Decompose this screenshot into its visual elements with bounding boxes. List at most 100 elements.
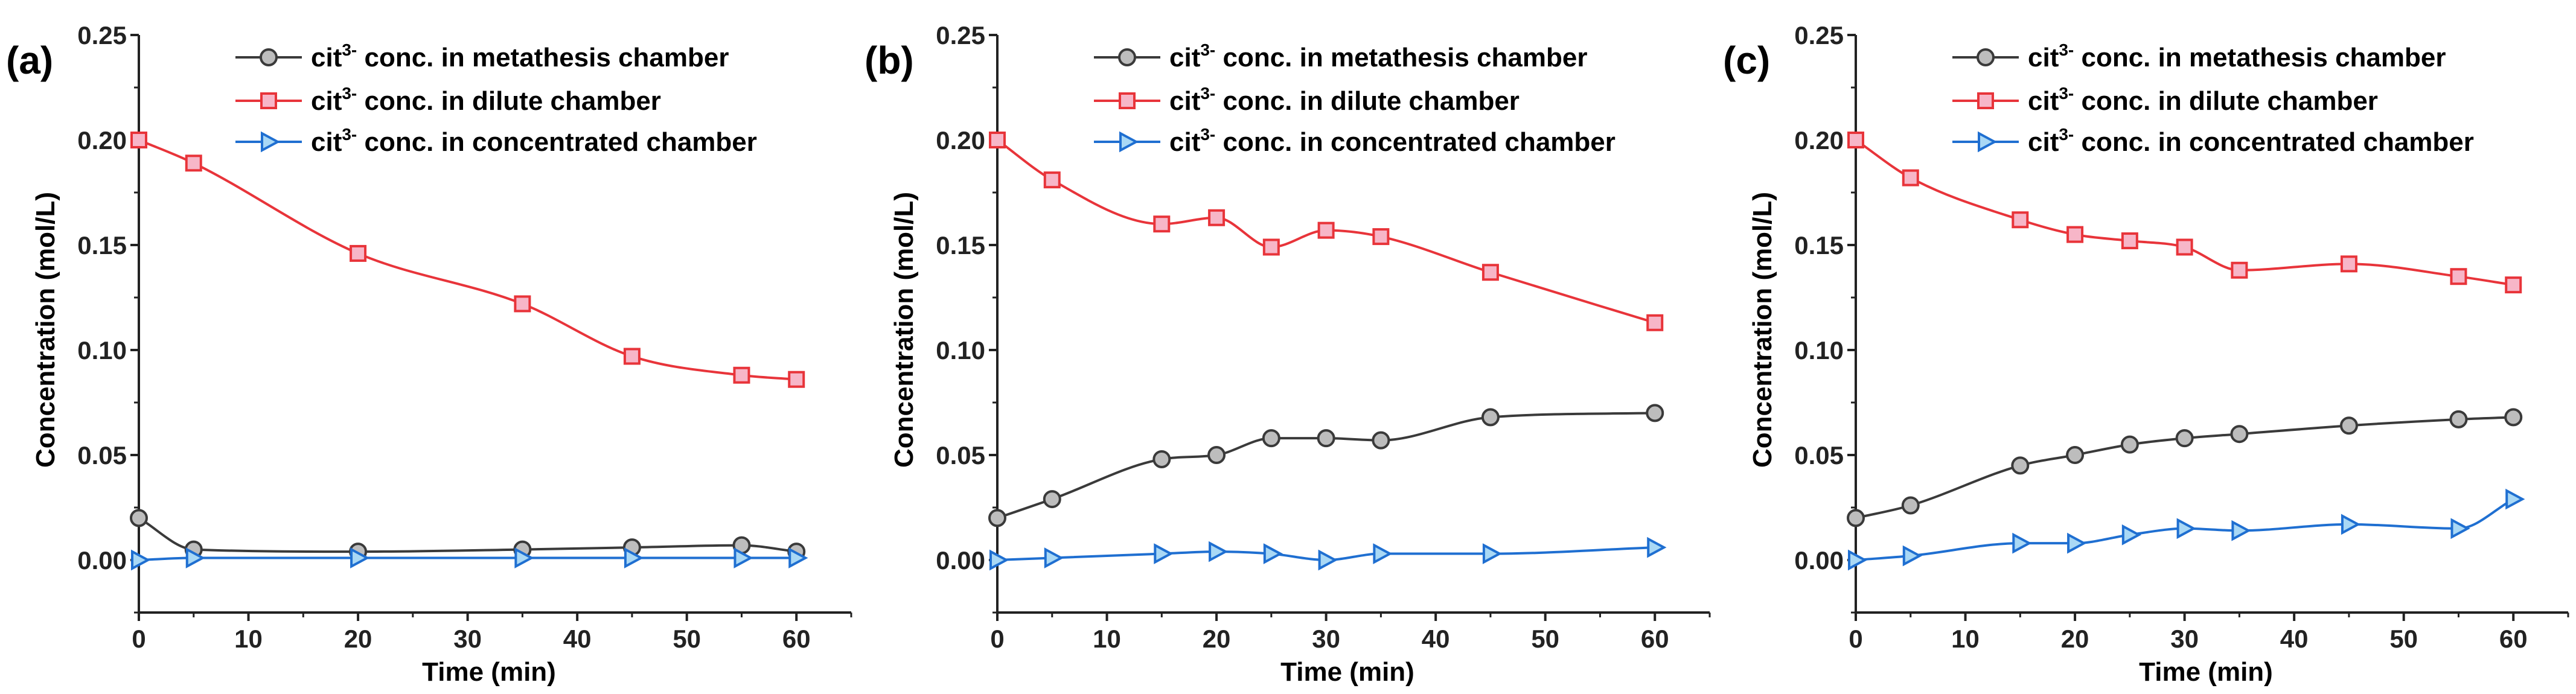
series-1	[130, 509, 806, 561]
data-point	[2450, 268, 2467, 285]
data-point	[624, 547, 644, 568]
data-point	[989, 132, 1006, 148]
y-tick-label: 0.10	[936, 336, 985, 365]
y-tick-label: 0.10	[77, 336, 127, 365]
data-point	[2449, 410, 2468, 428]
data-point	[788, 547, 808, 568]
panel-label: (c)	[1723, 39, 1770, 82]
y-axis-title: Concentration (mol/L)	[889, 192, 919, 468]
y-tick-label: 0.20	[77, 126, 127, 154]
x-tick-label: 30	[453, 625, 482, 653]
data-point	[1153, 215, 1171, 233]
legend: cit3- conc. in metathesis chamber cit3- c…	[235, 40, 757, 157]
y-tick-label: 0.05	[1794, 441, 1844, 470]
data-point	[2066, 446, 2085, 464]
legend-item: cit3- conc. in dilute chamber	[1094, 84, 1520, 116]
y-tick-label: 0.20	[936, 126, 985, 154]
data-point	[2121, 524, 2142, 546]
legend-label: cit3- conc. in concentrated chamber	[2028, 125, 2474, 157]
data-point	[2012, 211, 2029, 229]
data-point	[1646, 314, 1664, 331]
chart-a: 0.00 0.05 0.10 0.15 0.20 0.25 0 10 20 30 40 50 60 Tim…	[6, 21, 852, 687]
data-point	[130, 509, 148, 527]
y-tick-label: 0.25	[1794, 21, 1844, 49]
legend: cit3- conc. in metathesis chamber cit3- c…	[1952, 40, 2474, 157]
x-axis-title: Time (min)	[2139, 657, 2273, 687]
legend-item: cit3- conc. in dilute chamber	[1952, 84, 2378, 116]
legend-label: cit3- conc. in concentrated chamber	[311, 125, 757, 157]
data-point	[1372, 228, 1390, 246]
data-point	[1208, 209, 1226, 226]
series-line	[138, 556, 797, 561]
data-point	[733, 547, 753, 568]
data-point	[1044, 547, 1064, 568]
data-point	[2339, 416, 2358, 435]
data-point	[1317, 221, 1335, 239]
series-line	[1855, 498, 2514, 561]
data-point	[1901, 496, 1920, 515]
data-point	[1318, 549, 1338, 571]
data-point	[1647, 536, 1667, 558]
data-point	[2341, 514, 2361, 535]
x-tick-label: 40	[1422, 625, 1450, 653]
legend-marker	[1118, 48, 1136, 66]
data-point	[2175, 429, 2194, 448]
y-tick-label: 0.10	[1794, 336, 1844, 365]
x-axis-title: Time (min)	[1280, 657, 1414, 687]
legend-marker	[1119, 92, 1136, 109]
series-line	[138, 139, 797, 381]
x-tick-label: 0	[990, 625, 1004, 653]
data-point	[1847, 132, 1864, 148]
series-1	[1847, 408, 2523, 527]
data-point	[1373, 543, 1393, 564]
series-line	[138, 517, 797, 553]
data-point	[1317, 429, 1335, 448]
legend-marker	[1978, 131, 1998, 153]
series-line	[1855, 139, 2514, 287]
data-point	[2450, 518, 2470, 540]
data-point	[788, 371, 805, 388]
x-tick-label: 30	[1312, 625, 1340, 653]
legend-label: cit3- conc. in dilute chamber	[2028, 84, 2378, 116]
y-tick-label: 0.05	[936, 441, 985, 470]
x-tick-label: 0	[132, 625, 145, 653]
data-point	[1902, 545, 1922, 567]
y-tick-label: 0.00	[936, 546, 985, 575]
data-point	[2505, 276, 2522, 294]
legend-label: cit3- conc. in metathesis chamber	[311, 40, 729, 72]
data-point	[514, 547, 534, 568]
x-tick-label: 30	[2170, 625, 2199, 653]
data-point	[1262, 429, 1280, 448]
data-point	[2340, 255, 2357, 273]
data-point	[131, 549, 151, 571]
legend-item: cit3- conc. in metathesis chamber	[1952, 40, 2446, 72]
legend-item: cit3- conc. in concentrated chamber	[1952, 125, 2474, 157]
data-point	[2231, 520, 2251, 541]
legend-label: cit3- conc. in dilute chamber	[1169, 84, 1520, 116]
data-point	[2012, 532, 2032, 554]
x-tick-label: 20	[344, 625, 372, 653]
legend: cit3- conc. in metathesis chamber cit3- c…	[1094, 40, 1616, 157]
x-axis-title: Time (min)	[422, 657, 556, 687]
data-point	[1482, 543, 1503, 564]
series-line	[1855, 416, 2514, 520]
legend-item: cit3- conc. in metathesis chamber	[235, 40, 729, 72]
series-2	[130, 132, 805, 388]
series-line	[997, 412, 1655, 520]
x-tick-label: 50	[2389, 625, 2418, 653]
panel-b: 0.00 0.05 0.10 0.15 0.20 0.25 0 10 20 30 40 50 60 Tim…	[858, 0, 1717, 694]
legend-marker	[1977, 92, 1994, 109]
x-tick-label: 50	[673, 625, 701, 653]
x-tick-label: 20	[1203, 625, 1231, 653]
data-point	[988, 509, 1006, 527]
data-point	[1902, 169, 1919, 186]
x-tick-label: 40	[2280, 625, 2309, 653]
data-point	[1263, 543, 1283, 564]
data-point	[1847, 509, 1865, 527]
x-tick-label: 10	[1951, 625, 1980, 653]
legend-marker	[261, 131, 281, 153]
x-tick-label: 60	[1641, 625, 1669, 653]
legend-label: cit3- conc. in concentrated chamber	[1169, 125, 1616, 157]
y-tick-label: 0.25	[77, 21, 127, 49]
legend-item: cit3- conc. in concentrated chamber	[1094, 125, 1616, 157]
